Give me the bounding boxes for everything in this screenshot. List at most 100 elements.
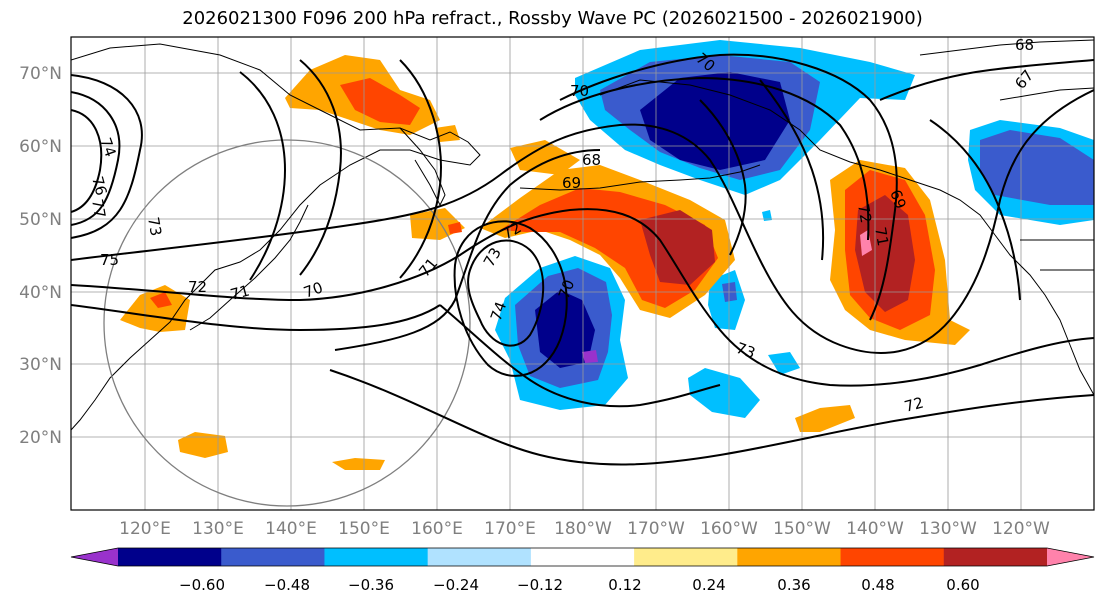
clabel-6: 71 (228, 282, 251, 304)
lon-labels: 120°E 130°E 140°E 150°E 160°E 170°E 180°… (119, 519, 1050, 539)
clabel-4: 75 (100, 251, 119, 269)
cbar-tick-7: 0.36 (777, 576, 810, 594)
clabel-5: 72 (188, 278, 207, 296)
cbar-tick-2: −0.36 (348, 576, 394, 594)
cbar-tick-1: −0.48 (264, 576, 310, 594)
colorbar-swatch-9 (943, 548, 1048, 566)
lat-labels: 70°N 60°N 50°N 40°N 30°N 20°N (19, 64, 62, 448)
pos-anomaly-central-north (510, 140, 580, 175)
clabel-20: 72 (902, 394, 925, 416)
colorbar-swatches (70, 547, 1095, 567)
clabel-19: 73 (734, 339, 758, 362)
neg-blob-4 (762, 210, 772, 221)
pos-blob-2 (178, 432, 228, 458)
coast-na-inland (999, 87, 1094, 271)
lon-label-130w: 130°W (919, 519, 977, 539)
neg-anomaly-central-core-3 (582, 350, 598, 363)
contour-14 (699, 99, 747, 256)
pos-blob-3 (332, 458, 385, 470)
lat-label-70: 70°N (19, 64, 62, 84)
great-circle (103, 139, 471, 507)
lat-label-20: 20°N (19, 428, 62, 448)
coast-kamchatka (399, 127, 446, 207)
colorbar-swatch-4 (427, 548, 532, 566)
neg-anomaly-east-core (980, 130, 1094, 205)
pos-blob-4 (795, 405, 855, 432)
lon-label-170w: 170°W (627, 519, 685, 539)
cbar-tick-5: 0.12 (608, 576, 641, 594)
lat-label-60: 60°N (19, 137, 62, 157)
contour-6 (71, 304, 441, 332)
clabel-11: 74 (487, 299, 510, 323)
pos-anomaly-northwest-core (340, 78, 420, 125)
cbar-tick-4: −0.12 (517, 576, 563, 594)
map-frame (70, 36, 1095, 511)
cbar-tick-9: 0.60 (946, 576, 979, 594)
coast-alaska (599, 79, 996, 236)
clabel-3: 73 (144, 216, 165, 238)
lon-label-180w: 180°W (554, 519, 612, 539)
neg-blob-2 (688, 368, 760, 418)
lon-label-150w: 150°W (773, 519, 831, 539)
colorbar-swatch-5 (530, 548, 635, 566)
contour-4 (71, 89, 1094, 354)
colorbar-extend-min (71, 548, 118, 566)
contour-1 (71, 74, 143, 239)
contour-16 (879, 59, 1094, 101)
colorbar-swatch-2 (221, 548, 325, 566)
lon-label-120w: 120°W (992, 519, 1050, 539)
neg-anomaly-central-core-2 (535, 290, 595, 368)
coast-na-west (994, 234, 1094, 396)
clabel-2: 77 (88, 198, 109, 220)
contour-5 (71, 208, 1094, 387)
lat-label-30: 30°N (19, 355, 62, 375)
lat-label-40: 40°N (19, 283, 62, 303)
lat-label-50: 50°N (19, 210, 62, 230)
clabel-14: 68 (582, 151, 601, 169)
contours (71, 53, 1094, 466)
coast-japan (189, 204, 309, 331)
contour-7 (439, 304, 721, 408)
colorbar-tick-labels: −0.60 −0.48 −0.36 −0.24 −0.12 0.12 0.24 … (179, 576, 980, 594)
cbar-tick-8: 0.48 (861, 576, 894, 594)
lon-label-160w: 160°W (700, 519, 758, 539)
colorbar-swatch-6 (634, 548, 738, 566)
colorbar-swatch-1 (118, 548, 222, 566)
pos-anomaly-japan-core (150, 292, 172, 308)
contour-12 (559, 53, 898, 321)
contour-10 (334, 149, 601, 351)
colorbar-outline (70, 547, 1095, 567)
neg-anomaly-north-core-2 (640, 72, 790, 170)
colorbar-swatch-8 (840, 548, 945, 566)
clabel-0: 74 (96, 135, 119, 159)
contour-11 (329, 369, 1094, 466)
lon-label-140w: 140°W (846, 519, 904, 539)
clabel-16: 69 (886, 187, 909, 211)
coast-aleutians (519, 164, 761, 191)
cbar-tick-0: −0.60 (179, 576, 225, 594)
lon-label-130e: 130°E (192, 519, 244, 539)
contour-8 (467, 239, 545, 347)
lon-label-120e: 120°E (119, 519, 171, 539)
neg-blob-3 (768, 352, 800, 375)
colorbar-extend-max (1047, 548, 1094, 566)
lon-label-160e: 160°E (411, 519, 463, 539)
lon-label-170e: 170°E (484, 519, 536, 539)
pos-anomaly-east-core (855, 195, 915, 312)
cbar-tick-6: 0.24 (692, 576, 725, 594)
colorbar: −0.60 −0.48 −0.36 −0.24 −0.12 0.12 0.24 … (70, 547, 1095, 594)
pos-blob-6 (448, 222, 462, 234)
clabel-18: 71 (871, 226, 892, 248)
clabel-1: 76 (88, 174, 110, 197)
colorbar-swatch-7 (737, 548, 842, 566)
clabel-12: 70 (555, 277, 578, 301)
contour-20 (929, 119, 1021, 301)
clabel-13: 69 (562, 174, 581, 192)
coast-arctic (919, 39, 1094, 56)
coast-asia (71, 43, 481, 431)
clabel-17: 72 (854, 203, 875, 225)
contour-3 (71, 109, 103, 213)
lon-label-150e: 150°E (338, 519, 390, 539)
contour-17 (239, 71, 287, 281)
